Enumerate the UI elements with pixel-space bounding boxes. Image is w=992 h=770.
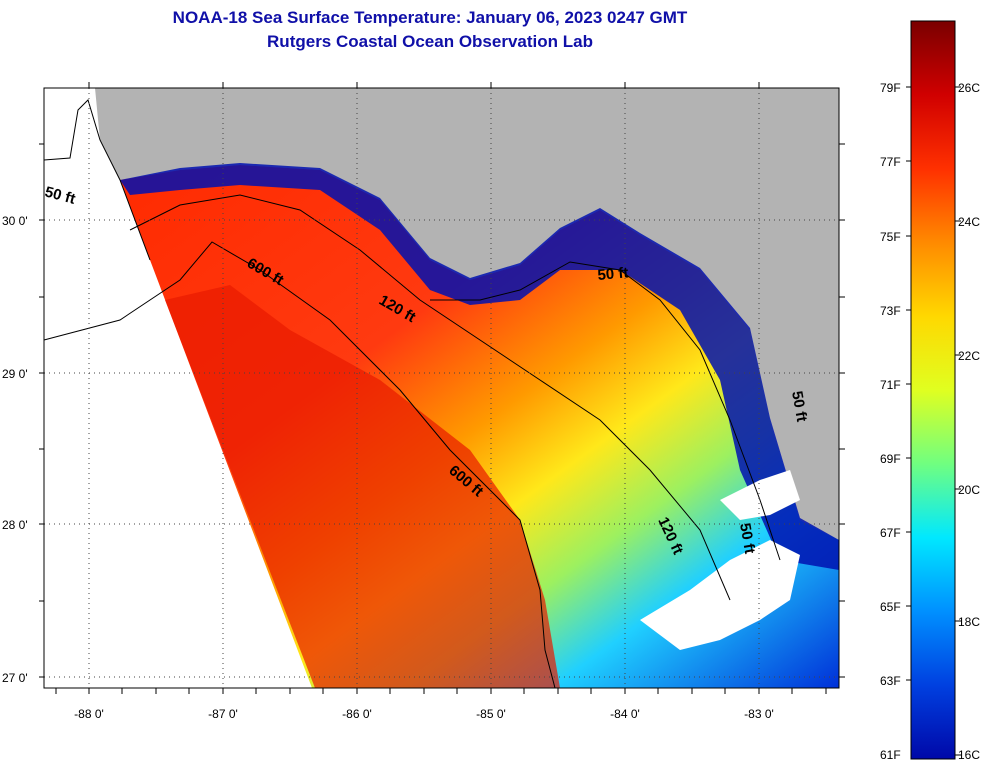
lon-label: -85 0' [476, 707, 506, 721]
colorbar-f-label: 63F [880, 674, 901, 688]
frame-ticks [39, 82, 845, 694]
colorbar-f-label: 75F [880, 230, 901, 244]
isobath-label: 50 ft [597, 264, 629, 284]
colorbar-c-label: 24C [958, 215, 980, 229]
colorbar-f-label: 67F [880, 526, 901, 540]
colorbar-f-label: 65F [880, 600, 901, 614]
lon-label: -88 0' [74, 707, 104, 721]
lat-label: 29 0' [2, 367, 28, 381]
cloud-patch [640, 540, 800, 650]
isobath-120ft [129, 194, 731, 601]
lon-label: -84 0' [610, 707, 640, 721]
isobath-50ft [430, 261, 781, 561]
colorbar-f-label: 77F [880, 155, 901, 169]
coastline [43, 99, 151, 261]
warm-core [165, 285, 560, 688]
lon-label: -86 0' [342, 707, 372, 721]
colorbar-c-label: 16C [958, 748, 980, 762]
colorbar-f-label: 61F [880, 748, 901, 762]
isobath-label: 50 ft [736, 522, 758, 555]
colorbar-f-label: 73F [880, 304, 901, 318]
isobath-label: 50 ft [788, 390, 810, 423]
colorbar-f-label: 69F [880, 452, 901, 466]
land-area [95, 88, 839, 540]
colorbar-c-label: 22C [958, 349, 980, 363]
cloud-patch-2 [720, 470, 800, 520]
colorbar-f-label: 79F [880, 81, 901, 95]
map-border [43, 87, 840, 689]
lon-label: -83 0' [744, 707, 774, 721]
colorbar-c-label: 18C [958, 615, 980, 629]
colorbar-ticks [906, 86, 961, 756]
title-line-2: Rutgers Coastal Ocean Observation Lab [267, 32, 593, 51]
cold-nearshore [120, 163, 839, 570]
lat-label: 27 0' [2, 671, 28, 685]
colorbar [910, 20, 956, 760]
title-line-1: NOAA-18 Sea Surface Temperature: January… [172, 8, 688, 27]
colorbar-c-label: 26C [958, 81, 980, 95]
colorbar-f-label: 71F [880, 378, 901, 392]
lon-label: -87 0' [208, 707, 238, 721]
lat-label: 28 0' [2, 518, 28, 532]
graticule [44, 88, 839, 688]
lat-label: 30 0' [2, 214, 28, 228]
isobath-600ft [43, 241, 556, 689]
colorbar-c-label: 20C [958, 483, 980, 497]
